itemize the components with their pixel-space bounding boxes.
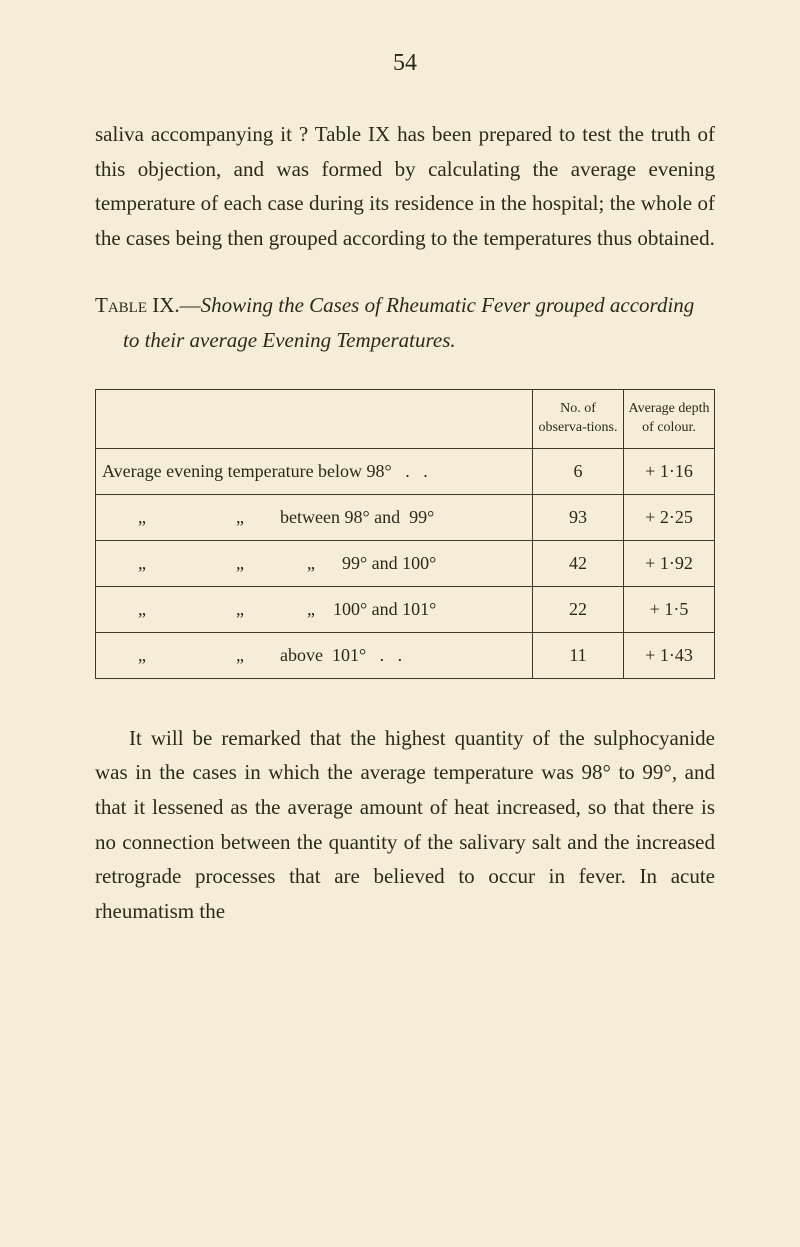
row-label: „ „ above 101° . . <box>96 632 533 678</box>
table-caption: Table IX.—Showing the Cases of Rheumatic… <box>95 288 715 359</box>
row-obs: 22 <box>533 586 624 632</box>
table-row: „ „ above 101° . . 11 + 1·43 <box>96 632 715 678</box>
table-row: „ „ „ 99° and 100° 42 + 1·92 <box>96 540 715 586</box>
table-row: „ „ „ 100° and 101° 22 + 1·5 <box>96 586 715 632</box>
table-header-row: No. of observa-tions. Average depth of c… <box>96 389 715 448</box>
caption-lead: Table <box>95 293 147 317</box>
row-label: „ „ between 98° and 99° <box>96 494 533 540</box>
page-number: 54 <box>95 50 715 77</box>
row-depth: + 2·25 <box>624 494 715 540</box>
header-observations: No. of observa-tions. <box>533 389 624 448</box>
paragraph-1: saliva accompanying it ? Table IX has be… <box>95 117 715 256</box>
row-depth: + 1·5 <box>624 586 715 632</box>
row-label: „ „ „ 99° and 100° <box>96 540 533 586</box>
row-depth: + 1·16 <box>624 448 715 494</box>
header-average-depth: Average depth of colour. <box>624 389 715 448</box>
row-obs: 42 <box>533 540 624 586</box>
data-table: No. of observa-tions. Average depth of c… <box>95 389 715 679</box>
row-obs: 93 <box>533 494 624 540</box>
paragraph-2: It will be remarked that the highest qua… <box>95 721 715 929</box>
row-depth: + 1·43 <box>624 632 715 678</box>
table-row: Average evening temperature below 98° . … <box>96 448 715 494</box>
caption-num: IX.— <box>147 293 201 317</box>
row-obs: 6 <box>533 448 624 494</box>
row-depth: + 1·92 <box>624 540 715 586</box>
row-label: „ „ „ 100° and 101° <box>96 586 533 632</box>
table-row: „ „ between 98° and 99° 93 + 2·25 <box>96 494 715 540</box>
row-label: Average evening temperature below 98° . … <box>96 448 533 494</box>
row-obs: 11 <box>533 632 624 678</box>
header-blank <box>96 389 533 448</box>
caption-italic: Showing the Cases of Rheumatic Fever gro… <box>123 293 694 353</box>
